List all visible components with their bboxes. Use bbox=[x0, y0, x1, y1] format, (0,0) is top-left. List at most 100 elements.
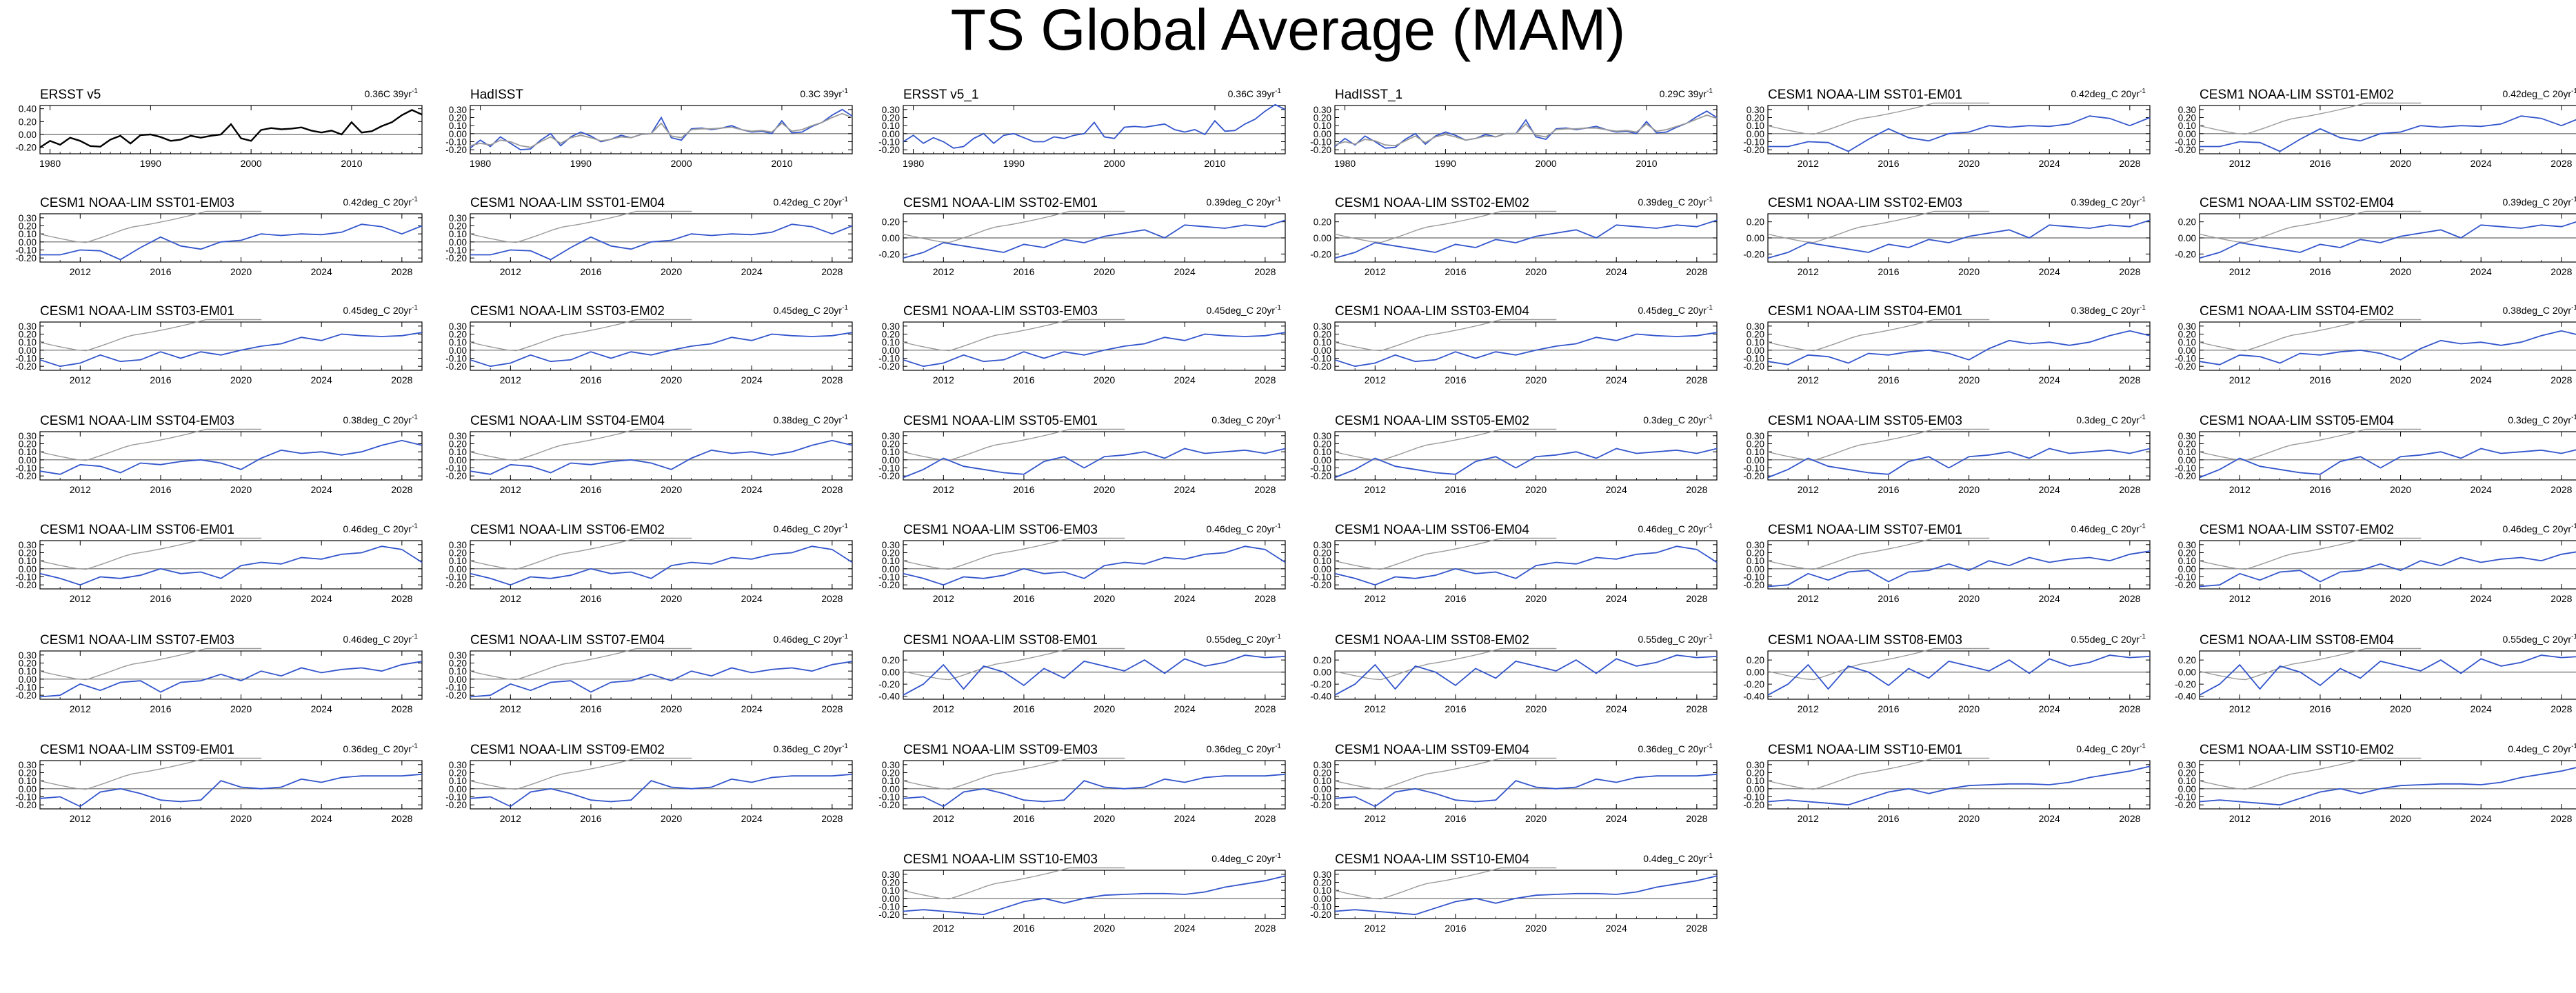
plot-frame bbox=[903, 870, 1286, 919]
panel-chart: CESM1 NOAA-LIM SST10-EM02 0.4deg_C 20yr-1… bbox=[2175, 743, 2576, 824]
plot-frame bbox=[39, 321, 423, 371]
panel-title: CESM1 NOAA-LIM SST07-EM01 bbox=[1768, 523, 1962, 537]
x-tick-label: 2012 bbox=[500, 593, 521, 604]
x-tick-label: 2020 bbox=[2390, 593, 2411, 604]
trend-label: 0.46deg_C 20yr-1 bbox=[343, 523, 418, 534]
x-tick-label: 2020 bbox=[1958, 484, 1980, 495]
panel-chart: CESM1 NOAA-LIM SST03-EM01 0.45deg_C 20yr-… bbox=[15, 304, 423, 385]
y-tick-label: -0.10 bbox=[878, 137, 900, 148]
y-tick-label: -0.40 bbox=[2175, 692, 2196, 702]
series-line bbox=[1334, 875, 1718, 916]
x-tick-label: 2016 bbox=[1878, 266, 1899, 277]
chart-panel: CESM1 NOAA-LIM SST09-EM03 0.36deg_C 20yr-… bbox=[863, 739, 1300, 836]
y-tick-label: -0.20 bbox=[878, 145, 900, 155]
y-tick-label: 0.30 bbox=[1747, 431, 1764, 441]
trend-text: 0.38deg_C 20yr bbox=[2502, 305, 2571, 316]
y-tick-label: 0.10 bbox=[1314, 556, 1331, 566]
x-tick-label: 1980 bbox=[903, 158, 924, 169]
x-tick-label: 2020 bbox=[1525, 923, 1547, 934]
panel-chart: CESM1 NOAA-LIM SST09-EM03 0.36deg_C 20yr-… bbox=[878, 743, 1286, 824]
y-tick-label: 0.10 bbox=[449, 666, 467, 676]
trend-exponent: -1 bbox=[412, 523, 418, 530]
panel-title: CESM1 NOAA-LIM SST08-EM03 bbox=[1768, 633, 1962, 648]
x-tick-label: 2020 bbox=[661, 703, 682, 714]
x-tick-label: 2020 bbox=[661, 266, 682, 277]
x-tick-label: 2012 bbox=[70, 484, 91, 495]
series-line bbox=[903, 654, 1286, 696]
panel-title: ERSST v5_1 bbox=[903, 88, 978, 102]
trend-text: 0.3deg_C 20yr bbox=[2508, 414, 2571, 425]
y-tick-label: 0.30 bbox=[1314, 870, 1331, 880]
y-tick-label: -0.10 bbox=[1310, 137, 1331, 148]
y-tick-label: 0.30 bbox=[2178, 105, 2196, 115]
y-tick-label: 0.20 bbox=[882, 439, 900, 450]
y-tick-label: -0.40 bbox=[1310, 692, 1331, 702]
y-tick-label: 0.10 bbox=[449, 337, 467, 348]
overlay-curve bbox=[2199, 210, 2422, 243]
panel-title: CESM1 NOAA-LIM SST08-EM04 bbox=[2200, 633, 2394, 648]
y-tick-label: 0.20 bbox=[882, 655, 900, 665]
x-tick-label: 2024 bbox=[1606, 484, 1627, 495]
x-tick-label: 2028 bbox=[2550, 158, 2572, 169]
x-tick-label: 2028 bbox=[2119, 703, 2140, 714]
y-tick-label: -0.10 bbox=[445, 245, 467, 256]
panel-title: CESM1 NOAA-LIM SST07-EM04 bbox=[470, 633, 665, 648]
y-tick-label: -0.10 bbox=[15, 354, 37, 364]
x-tick-label: 2016 bbox=[1013, 374, 1034, 385]
series-line bbox=[1334, 110, 1718, 149]
x-tick-label: 2016 bbox=[580, 593, 601, 604]
chart-panel: CESM1 NOAA-LIM SST10-EM01 0.4deg_C 20yr-1… bbox=[1728, 739, 2165, 836]
trend-text: 0.46deg_C 20yr bbox=[343, 634, 412, 645]
panel-title: CESM1 NOAA-LIM SST04-EM01 bbox=[1768, 304, 1962, 319]
x-tick-label: 2016 bbox=[2309, 484, 2331, 495]
trend-exponent: -1 bbox=[1707, 523, 1713, 530]
y-tick-label: 0.00 bbox=[1314, 784, 1331, 794]
y-tick-label: 0.00 bbox=[882, 455, 900, 465]
y-tick-label: -0.20 bbox=[15, 143, 37, 153]
y-tick-label: 0.10 bbox=[19, 447, 37, 457]
panel-chart: CESM1 NOAA-LIM SST01-EM03 0.42deg_C 20yr-… bbox=[15, 196, 423, 277]
y-tick-label: 0.30 bbox=[1747, 321, 1764, 332]
panel-title: CESM1 NOAA-LIM SST01-EM03 bbox=[40, 196, 234, 210]
x-tick-label: 2020 bbox=[661, 593, 682, 604]
x-tick-label: 2028 bbox=[2119, 813, 2140, 824]
y-tick-label: 0.10 bbox=[19, 556, 37, 566]
y-tick-label: 0.20 bbox=[19, 548, 37, 559]
series-line bbox=[2199, 330, 2576, 365]
trend-label: 0.46deg_C 20yr-1 bbox=[1638, 523, 1713, 534]
y-tick-label: -0.10 bbox=[878, 354, 900, 364]
y-tick-label: 0.20 bbox=[882, 768, 900, 779]
series-line bbox=[39, 439, 423, 475]
trend-text: 0.3deg_C 20yr bbox=[1211, 414, 1275, 425]
chart-panel: CESM1 NOAA-LIM SST09-EM02 0.36deg_C 20yr-… bbox=[430, 739, 867, 836]
x-tick-label: 2024 bbox=[2471, 593, 2492, 604]
x-tick-label: 2024 bbox=[1174, 923, 1196, 934]
panel-chart: CESM1 NOAA-LIM SST03-EM04 0.45deg_C 20yr-… bbox=[1310, 304, 1718, 385]
x-tick-label: 2012 bbox=[70, 374, 91, 385]
series-line bbox=[1767, 765, 2151, 806]
overlay-curve bbox=[1767, 428, 1990, 461]
trend-exponent: -1 bbox=[1707, 196, 1713, 203]
trend-label: 0.3deg_C 20yr-1 bbox=[2508, 414, 2576, 425]
x-tick-label: 2010 bbox=[771, 158, 792, 169]
panel-chart: CESM1 NOAA-LIM SST03-EM02 0.45deg_C 20yr-… bbox=[445, 304, 853, 385]
x-tick-label: 2028 bbox=[2119, 593, 2140, 604]
panel-chart: CESM1 NOAA-LIM SST04-EM02 0.38deg_C 20yr-… bbox=[2175, 304, 2576, 385]
x-tick-label: 2028 bbox=[1686, 813, 1707, 824]
trend-label: 0.36deg_C 20yr-1 bbox=[773, 743, 848, 754]
y-tick-label: -0.10 bbox=[15, 463, 37, 474]
x-tick-label: 2020 bbox=[1958, 158, 1980, 169]
plot-frame bbox=[1334, 540, 1718, 590]
chart-panel: ERSST v5_1 0.36C 39yr-1 0.30 0.20 0.10 0.00 -0… bbox=[863, 83, 1300, 181]
trend-text: 0.42deg_C 20yr bbox=[773, 197, 842, 208]
chart-panel: CESM1 NOAA-LIM SST01-EM04 0.42deg_C 20yr-… bbox=[430, 192, 867, 290]
x-tick-label: 2028 bbox=[391, 484, 412, 495]
y-tick-label: 0.30 bbox=[1747, 760, 1764, 770]
panel-chart: CESM1 NOAA-LIM SST08-EM01 0.55deg_C 20yr-… bbox=[878, 633, 1286, 714]
x-tick-label: 2024 bbox=[2039, 266, 2060, 277]
series-line bbox=[1767, 219, 2151, 259]
x-tick-label: 2000 bbox=[1104, 158, 1125, 169]
trend-text: 0.39deg_C 20yr bbox=[1206, 197, 1275, 208]
panel-title: CESM1 NOAA-LIM SST06-EM04 bbox=[1335, 523, 1529, 537]
overlay-curve bbox=[470, 648, 692, 681]
